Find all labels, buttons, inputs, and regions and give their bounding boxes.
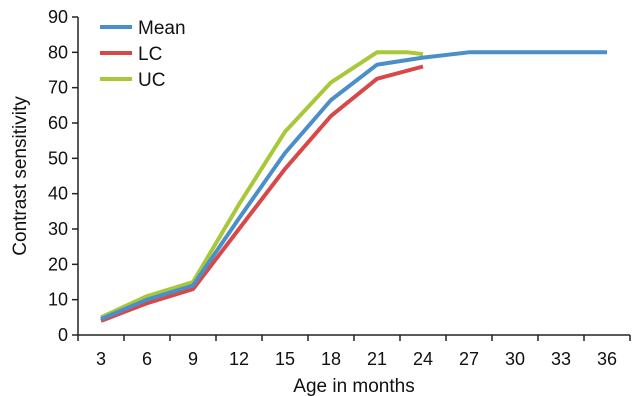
x-tick-label: 36 [597, 349, 617, 369]
y-tick-label: 80 [48, 42, 68, 62]
x-tick-label: 30 [505, 349, 525, 369]
y-tick-label: 0 [58, 325, 68, 345]
x-tick-label: 6 [142, 349, 152, 369]
x-tick-label: 12 [229, 349, 249, 369]
legend-label-mean: Mean [138, 18, 186, 39]
x-tick-label: 21 [367, 349, 387, 369]
legend-label-uc: UC [138, 70, 165, 91]
y-tick-label: 50 [48, 148, 68, 168]
y-tick-label: 90 [48, 7, 68, 27]
legend: Mean LC UC [100, 18, 186, 91]
x-tick-label: 9 [188, 349, 198, 369]
legend-label-lc: LC [138, 44, 162, 65]
x-tick-label: 18 [321, 349, 341, 369]
y-tick-label: 60 [48, 113, 68, 133]
series-line-mean [100, 50, 607, 321]
x-tick-label: 15 [275, 349, 295, 369]
series-line-lc [100, 64, 424, 323]
y-axis-title: Contrast sensitivity [10, 96, 31, 256]
y-tick-label: 20 [48, 254, 68, 274]
x-tick-label: 24 [413, 349, 433, 369]
x-axis-title: Age in months [293, 376, 414, 396]
x-tick-label: 27 [459, 349, 479, 369]
x-tick-label: 3 [96, 349, 106, 369]
y-tick-label: 70 [48, 78, 68, 98]
x-tick-label: 33 [551, 349, 571, 369]
series-line-uc [100, 50, 424, 320]
y-tick-label: 10 [48, 290, 68, 310]
y-tick-label: 40 [48, 184, 68, 204]
y-tick-label: 30 [48, 219, 68, 239]
series-lines [100, 50, 607, 323]
